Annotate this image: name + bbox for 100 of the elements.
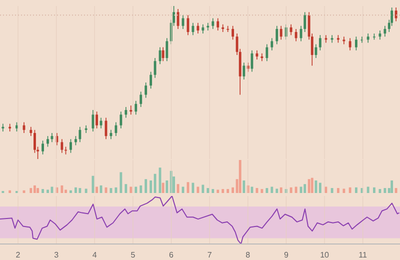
bar	[42, 189, 44, 193]
bar	[216, 190, 220, 193]
candlestick	[30, 126, 32, 136]
bar	[196, 186, 200, 193]
candlestick	[130, 105, 132, 116]
bar	[60, 185, 64, 193]
candlestick	[212, 18, 214, 30]
candlestick	[144, 82, 148, 98]
x-tick-label: 2	[16, 250, 21, 260]
bar	[242, 180, 246, 193]
bar	[318, 182, 322, 193]
bar	[336, 188, 340, 193]
bar	[232, 187, 234, 193]
candlestick	[242, 62, 246, 80]
bar	[212, 189, 214, 193]
candlestick	[354, 36, 358, 51]
candlestick	[120, 111, 122, 129]
candlestick	[206, 22, 210, 31]
x-tick-label: 7	[207, 250, 212, 260]
candlestick	[216, 18, 220, 31]
candlestick	[342, 36, 346, 45]
bar	[342, 188, 346, 193]
bar	[96, 186, 98, 193]
bar	[166, 180, 168, 193]
bar	[144, 179, 148, 193]
candlestick	[42, 140, 44, 155]
bar	[36, 188, 40, 193]
candlestick	[196, 22, 200, 34]
candlestick	[266, 44, 268, 62]
candlestick	[270, 38, 274, 51]
bar	[260, 189, 264, 193]
candlestick	[330, 34, 334, 44]
bar	[8, 190, 12, 193]
candlestick	[348, 38, 352, 51]
x-tick-label: 10	[320, 250, 330, 260]
bar	[46, 190, 49, 193]
candlestick	[290, 24, 292, 36]
candlestick	[256, 50, 258, 60]
bar	[256, 188, 258, 193]
bar	[140, 185, 142, 193]
bar	[130, 186, 132, 193]
bar	[348, 187, 352, 193]
bar	[78, 188, 82, 193]
x-tick-label: 9	[284, 250, 289, 260]
bar	[120, 172, 122, 193]
candlestick	[222, 24, 224, 32]
bar	[310, 178, 314, 193]
bar	[134, 186, 138, 193]
candlestick	[360, 36, 364, 44]
bar	[330, 188, 334, 193]
bar	[266, 188, 268, 193]
bar	[124, 184, 128, 193]
candlestick	[78, 126, 82, 143]
bar	[372, 187, 376, 193]
bar	[84, 188, 88, 193]
bar	[150, 180, 152, 193]
x-tick-label: 8	[246, 250, 251, 260]
x-tick-label: 6	[169, 250, 174, 260]
candlestick	[378, 30, 382, 40]
bar	[384, 188, 386, 193]
bar	[270, 186, 274, 193]
candlestick	[74, 136, 77, 146]
candlestick	[202, 24, 204, 34]
bar	[222, 189, 224, 193]
bar	[64, 190, 67, 193]
candlestick	[260, 53, 264, 62]
bar	[390, 180, 394, 193]
bar	[276, 188, 278, 193]
candlestick	[318, 34, 322, 51]
bar	[30, 188, 32, 193]
candlestick	[150, 71, 152, 90]
candlestick	[46, 136, 49, 148]
bar	[280, 187, 282, 193]
bar	[162, 182, 164, 193]
candlestick	[280, 25, 282, 40]
candlestick	[384, 25, 386, 37]
bar	[238, 160, 242, 193]
bar	[378, 189, 382, 193]
bar	[304, 184, 306, 193]
bar	[290, 187, 292, 193]
candlestick	[276, 25, 278, 45]
x-tick-label: 5	[130, 250, 136, 260]
candlestick	[2, 123, 4, 132]
candlestick	[84, 124, 88, 134]
bar	[366, 186, 370, 193]
candlestick	[70, 138, 72, 154]
bar	[206, 188, 210, 193]
candlestick	[232, 25, 234, 40]
candlestick	[96, 111, 98, 129]
candlestick	[166, 38, 168, 62]
candlestick	[304, 12, 306, 32]
candlestick	[366, 33, 370, 44]
candlestick	[134, 100, 138, 116]
bar	[202, 184, 204, 193]
x-tick-label: 4	[92, 250, 98, 260]
x-tick-label: 3	[54, 250, 60, 260]
candlestick	[162, 46, 164, 62]
candlestick	[140, 91, 142, 108]
x-tick-label: 11	[358, 250, 368, 260]
bar	[308, 179, 310, 193]
